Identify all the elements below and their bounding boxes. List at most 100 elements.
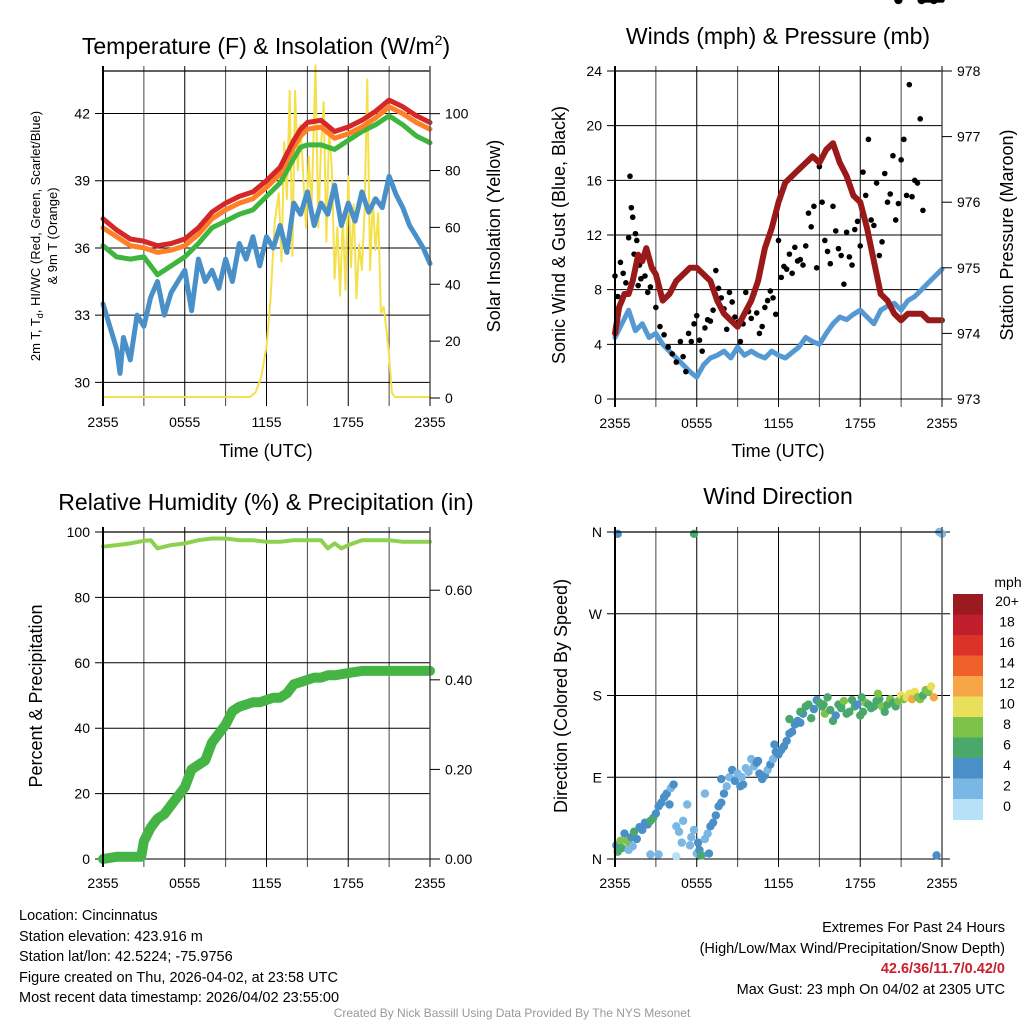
y-tick-label: 60	[74, 655, 90, 671]
gust-point	[901, 136, 907, 143]
direction-point	[738, 780, 748, 789]
gust-point	[805, 210, 812, 216]
x-tick-label: 2355	[87, 875, 118, 891]
y-tick-label: 16	[586, 172, 602, 188]
direction-point	[689, 825, 699, 835]
temperature-title: Temperature (F) & Insolation (W/m2)	[82, 32, 450, 59]
direction-point	[677, 838, 686, 847]
direction-point	[853, 700, 862, 709]
gust-point	[876, 252, 883, 259]
direction-point	[819, 700, 828, 709]
gust-point	[702, 325, 708, 331]
direction-point	[809, 704, 819, 714]
direction-point	[836, 704, 846, 713]
gust-point	[614, 293, 621, 300]
y-tick-label: 36	[74, 240, 90, 256]
gust-point	[903, 192, 910, 199]
direction-point	[929, 693, 939, 702]
direction-point	[929, 0, 939, 5]
direction-point	[932, 851, 941, 860]
direction-point	[689, 529, 699, 539]
gust-point	[849, 262, 855, 268]
gust-point	[657, 323, 663, 330]
temperature-line-9m-t	[100, 104, 433, 255]
humidity-series	[98, 536, 435, 864]
y-tick-label: 8	[594, 282, 602, 298]
winds-title: Winds (mph) & Pressure (mb)	[626, 23, 930, 49]
y-tick-label: 39	[74, 173, 90, 189]
precipitation-line	[98, 665, 435, 864]
y-tick-label: 40	[74, 720, 90, 736]
recent-data-text: Most recent data timestamp: 2026/04/02 2…	[19, 990, 340, 1006]
y-tick-label: 42	[74, 106, 90, 122]
gust-point	[629, 214, 636, 221]
temperature-series	[100, 64, 433, 398]
gust-point	[917, 116, 923, 122]
colorbar-swatch	[953, 594, 983, 615]
direction-point	[826, 705, 835, 715]
gust-point	[635, 282, 641, 289]
temperature-ylabel-line1: 2m T, Td, HI/WC (Red, Green, Scarlet/Blu…	[28, 111, 45, 361]
y-tick-label: 30	[74, 374, 90, 390]
extremes-info: Extremes For Past 24 Hours (High/Low/Max…	[700, 918, 1005, 1000]
wind-direction-axes: N E S W N 2355 0555 1155 1755 2355	[589, 524, 958, 891]
humidity-title: Relative Humidity (%) & Precipitation (i…	[58, 489, 473, 515]
wind-direction-title: Wind Direction	[703, 483, 853, 509]
gust-point	[647, 284, 654, 290]
gust-point	[890, 152, 896, 159]
colorbar-label: 8	[1003, 716, 1011, 732]
x-tick-label: 1755	[845, 415, 876, 431]
gust-point	[852, 226, 858, 233]
y-tick-label: 20	[74, 786, 90, 802]
station-info: Location: Cincinnatus Station elevation:…	[19, 906, 339, 1009]
credit-text: Created By Nick Bassill Using Data Provi…	[333, 1006, 691, 1020]
gust-point	[811, 203, 817, 210]
colorbar-swatch	[953, 635, 983, 656]
direction-point	[696, 851, 706, 860]
temperature-line-heat-index-wind-chill	[100, 113, 433, 278]
y2-tick-label: 0.40	[445, 672, 472, 688]
direction-point	[753, 756, 763, 766]
direction-point	[737, 773, 746, 782]
y2-tick-label: 0.60	[445, 582, 472, 598]
gust-point	[764, 297, 771, 304]
temperature-ylabel-line2: & 9m T (Orange)	[45, 187, 60, 284]
gust-point	[691, 321, 697, 327]
y2-tick-label: 60	[445, 219, 461, 235]
gust-point	[783, 266, 790, 272]
direction-point	[782, 736, 791, 746]
gust-point	[767, 288, 774, 294]
temperature-xlabel: Time (UTC)	[219, 441, 312, 461]
temperature-axes: 30 33 36 39 42 0 20 40 60 80 100 2355 0555 1155 1755 23…	[74, 66, 469, 430]
direction-point	[873, 689, 883, 698]
direction-point	[669, 780, 678, 789]
gust-point	[865, 136, 872, 143]
gust-point	[642, 273, 648, 279]
direction-point	[617, 843, 627, 853]
max-gust-text: Max Gust: 23 mph On 04/02 at 2305 UTC	[736, 981, 1005, 998]
gust-point	[792, 244, 798, 251]
y-tick-label: S	[593, 688, 602, 704]
x-tick-label: 2355	[599, 415, 630, 431]
direction-point	[704, 849, 714, 858]
gust-point	[617, 259, 624, 266]
y-tick-label: 4	[594, 336, 602, 352]
x-tick-label: 1755	[845, 875, 876, 891]
wind-direction-points	[612, 0, 947, 861]
winds-ylabel: Sonic Wind & Gust (Blue, Black)	[549, 106, 569, 364]
gust-point	[743, 289, 749, 296]
gust-point	[789, 270, 795, 277]
gust-point	[830, 203, 836, 210]
direction-point	[632, 834, 641, 844]
direction-point	[665, 800, 674, 809]
direction-point	[858, 707, 868, 717]
y2-tick-label: 978	[957, 63, 981, 79]
y2-tick-label: 20	[445, 333, 461, 349]
gust-point	[748, 315, 755, 322]
direction-point	[717, 774, 726, 784]
direction-point	[685, 841, 695, 850]
colorbar-swatch	[953, 778, 983, 800]
humidity-line	[101, 536, 432, 551]
direction-point	[672, 852, 681, 861]
